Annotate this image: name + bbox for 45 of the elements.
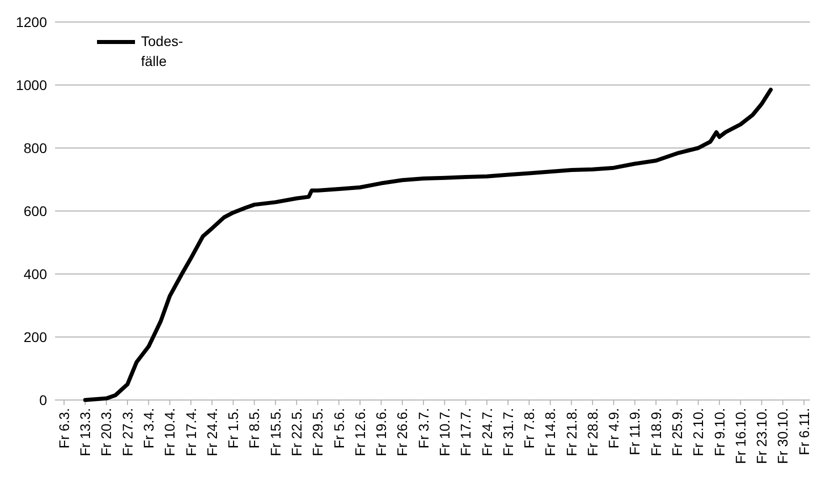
x-tick-label: Fr 4.9. <box>606 408 622 448</box>
x-tick-label: Fr 28.8. <box>584 408 600 456</box>
x-tick-label: Fr 14.8. <box>542 408 558 456</box>
y-tick-label: 400 <box>24 266 48 282</box>
x-tick-label: Fr 12.6. <box>352 408 368 456</box>
x-tick-label: Fr 20.3. <box>98 408 114 456</box>
x-tick-label: Fr 3.7. <box>415 408 432 448</box>
x-tick-label: Fr 16.10. <box>732 408 748 464</box>
x-tick-label: Fr 2.10. <box>690 408 706 456</box>
x-tick-label: Fr 6.3. <box>56 408 72 448</box>
x-tick-label: Fr 8.5. <box>246 408 262 448</box>
y-tick-label: 800 <box>24 140 48 156</box>
x-tick-label: Fr 9.10. <box>711 408 728 456</box>
x-tick-label: Fr 3.4. <box>140 408 157 448</box>
x-tick-label: Fr 17.4. <box>182 408 199 456</box>
x-tick-label: Fr 11.9. <box>626 408 643 456</box>
x-tick-label: Fr 22.5. <box>288 408 304 456</box>
x-tick-label: Fr 29.5. <box>310 408 326 456</box>
x-tick-label: Fr 7.8. <box>521 408 538 448</box>
x-tick-label: Fr 25.9. <box>669 408 686 456</box>
x-tick-label: Fr 15.5. <box>267 408 284 456</box>
x-tick-label: Fr 24.4. <box>204 408 220 456</box>
x-tick-label: Fr 13.3. <box>77 408 94 456</box>
x-tick-label: Fr 30.10. <box>774 408 791 464</box>
x-tick-label: Fr 19.6. <box>373 408 390 456</box>
x-tick-label: Fr 24.7. <box>478 408 495 456</box>
legend-label: Todes-fälle <box>141 33 184 69</box>
x-tick-label: Fr 1.5. <box>225 408 242 448</box>
x-tick-label: Fr 26.6. <box>394 408 410 456</box>
y-tick-label: 0 <box>39 392 48 408</box>
x-tick-label: Fr 21.8. <box>563 408 580 456</box>
line-series <box>83 88 773 402</box>
x-tick-label: Fr 27.3. <box>119 408 136 456</box>
x-tick-label: Fr 5.6. <box>330 408 347 448</box>
x-tick-label: Fr 10.7. <box>436 408 452 456</box>
x-tick-label: Fr 23.10. <box>754 408 770 464</box>
y-tick-label: 1000 <box>16 76 48 93</box>
x-tick-label: Fr 17.7. <box>458 408 474 456</box>
x-tick-label: Fr 31.7. <box>500 408 516 456</box>
x-tick-label: Fr 10.4. <box>162 408 178 456</box>
y-tick-label: 200 <box>24 328 48 345</box>
x-tick-label: Fr 6.11. <box>796 408 812 456</box>
x-tick-label: Fr 18.9. <box>648 408 664 456</box>
y-tick-label: 1200 <box>16 14 48 30</box>
y-tick-label: 600 <box>24 202 48 219</box>
